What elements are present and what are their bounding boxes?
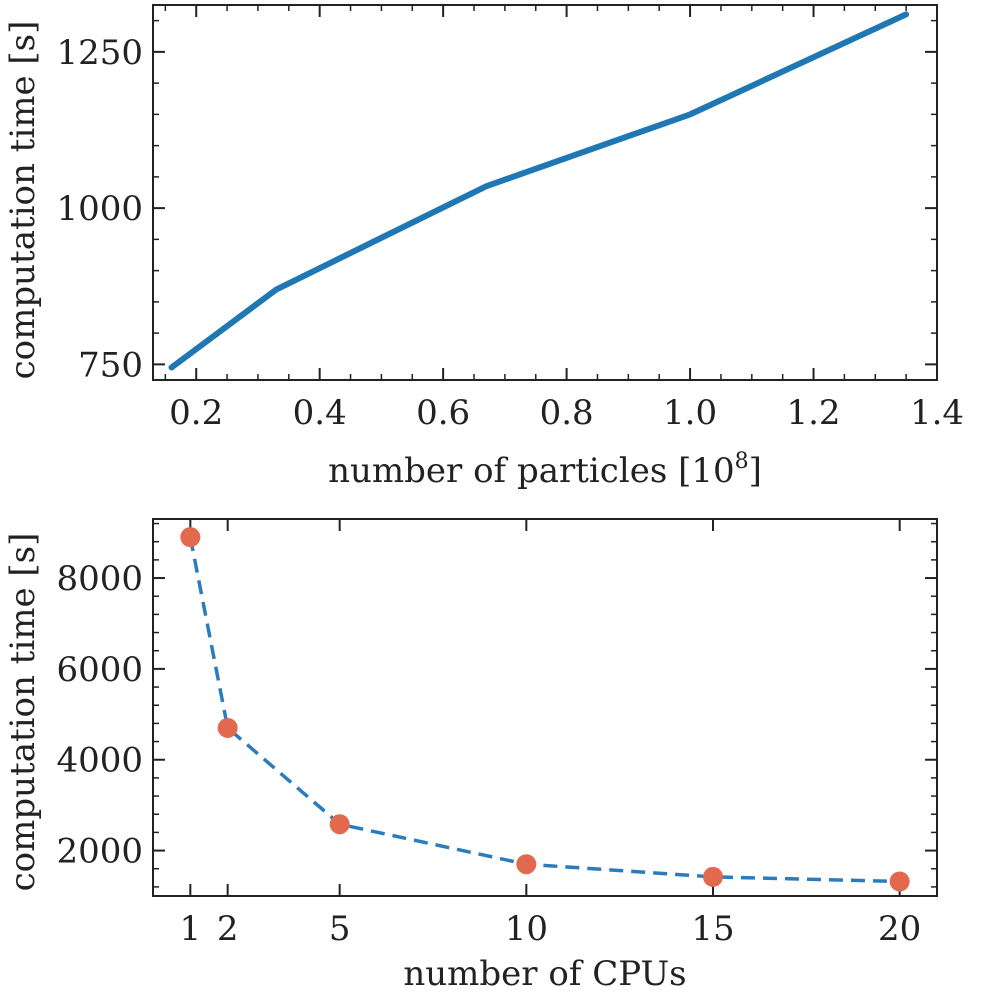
particles-x-axis-label-end: ]	[749, 451, 762, 491]
cpus-data-point	[217, 717, 238, 738]
particles-series-line	[168, 11, 910, 371]
cpus-x-tick-label: 2	[217, 909, 239, 949]
cpus-series	[180, 527, 910, 892]
cpus-x-tick-label: 5	[329, 909, 351, 949]
cpus-data-point	[889, 871, 910, 892]
cpus-data-point	[180, 527, 201, 548]
particles-x-ticks: 0.2 0.4 0.6 0.8 1.0 1.2 1.4	[164, 5, 964, 433]
cpus-y-axis-label: computation time [s]	[3, 533, 43, 892]
cpus-y-tick-label: 6000	[56, 650, 143, 690]
particles-series	[168, 11, 910, 371]
cpus-chart-axes-frame	[152, 518, 938, 897]
cpus-x-axis-label: number of CPUs	[403, 954, 686, 993]
particles-x-tick-label: 0.2	[169, 393, 223, 433]
particles-y-tick-label: 750	[78, 345, 143, 385]
particles-y-tick-label: 1250	[56, 33, 143, 73]
cpus-data-point	[329, 814, 350, 835]
cpus-data-point	[703, 866, 723, 887]
cpus-y-tick-label: 4000	[56, 741, 143, 781]
cpus-x-tick-label: 15	[691, 909, 734, 949]
particles-x-tick-label: 1.2	[786, 393, 840, 433]
cpus-x-ticks: 1 2 5 10 15 20	[180, 519, 921, 949]
particles-y-tick-label: 1000	[56, 189, 143, 229]
particles-chart: 0.2 0.4 0.6 0.8 1.0 1.2 1.4 750 1000 1250 number…	[3, 4, 964, 491]
particles-y-ticks: 750 1000 1250	[56, 19, 937, 385]
particles-x-axis-label-exponent: 8	[735, 449, 749, 474]
particles-x-tick-label: 0.8	[540, 393, 594, 433]
cpus-data-point	[516, 854, 537, 875]
cpus-chart: 1 2 5 10 15 20 2000 4000 6000 8000 number of CPU…	[3, 518, 938, 994]
cpus-y-tick-label: 8000	[56, 559, 143, 599]
cpus-series-line	[188, 536, 900, 884]
particles-x-tick-label: 1.4	[910, 393, 964, 433]
cpus-x-tick-label: 1	[180, 909, 202, 949]
particles-x-tick-label: 1.0	[663, 393, 717, 433]
particles-x-axis-label: number of particles [108]	[328, 449, 762, 491]
particles-x-tick-label: 0.6	[416, 393, 470, 433]
particles-chart-axes-frame	[152, 4, 938, 381]
cpus-y-tick-label: 2000	[56, 832, 143, 872]
cpus-x-tick-label: 10	[505, 909, 548, 949]
cpus-y-ticks: 2000 4000 6000 8000	[56, 522, 937, 888]
cpus-x-tick-label: 20	[878, 909, 921, 949]
particles-x-tick-label: 0.4	[293, 393, 347, 433]
particles-y-axis-label: computation time [s]	[3, 21, 43, 380]
